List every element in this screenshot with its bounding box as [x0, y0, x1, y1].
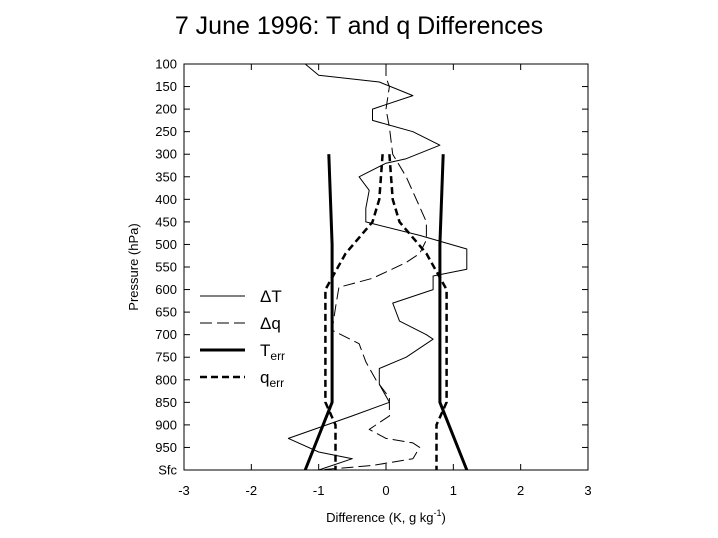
y-tick-label: 850 [155, 395, 177, 410]
y-tick-label: 300 [155, 147, 177, 162]
y-tick-label: 600 [155, 282, 177, 297]
x-tick-label: -1 [313, 483, 325, 498]
x-axis-label: Difference (K, g kg-1) [326, 508, 446, 525]
series-line-0 [287, 63, 468, 471]
chart-title: 7 June 1996: T and q Differences [174, 12, 544, 40]
series-line-3-mirror [388, 154, 448, 470]
y-tick-label: 650 [155, 305, 177, 320]
y-tick-label: 200 [155, 102, 177, 117]
legend-label: qerr [260, 368, 284, 390]
y-tick-label: 450 [155, 214, 177, 229]
series-line-2-mirror [438, 154, 469, 471]
x-axis-label-sup: -1 [434, 508, 442, 518]
y-tick-label: 100 [155, 57, 177, 72]
x-tick-label: 3 [584, 483, 591, 498]
y-tick-label: 500 [155, 237, 177, 252]
y-tick-label: 900 [155, 417, 177, 432]
legend-label: Terr [260, 341, 285, 363]
x-tick-label: 1 [450, 483, 457, 498]
series-line-2 [303, 154, 334, 471]
y-tick-label: 550 [155, 260, 177, 275]
x-tick-label: 2 [517, 483, 524, 498]
y-tick-label: 400 [155, 192, 177, 207]
y-tick-label: 150 [155, 79, 177, 94]
y-tick-label: 350 [155, 169, 177, 184]
series-line-3 [324, 154, 384, 470]
x-axis-label-end: ) [442, 510, 446, 525]
y-tick-label: Sfc [158, 463, 177, 478]
legend-label: Δq [260, 314, 281, 333]
y-tick-label: 800 [155, 372, 177, 387]
series-layer [287, 63, 469, 471]
x-axis-label-main: Difference (K, g kg [326, 510, 433, 525]
y-tick-label: 950 [155, 440, 177, 455]
x-tick-label: -2 [246, 483, 258, 498]
tick-layer: -3 -2 -1 0 1 2 3 100 150 200 250 300 350 400 450 500 550… [155, 57, 591, 499]
legend: ΔT Δq Terr qerr [200, 287, 285, 390]
series-line-1 [318, 64, 427, 471]
y-tick-label: 250 [155, 124, 177, 139]
legend-label: ΔT [260, 287, 282, 306]
y-axis-label: Pressure (hPa) [126, 223, 141, 310]
y-tick-label: 700 [155, 327, 177, 342]
plot-frame [183, 63, 589, 471]
x-tick-label: -3 [178, 483, 190, 498]
y-tick-label: 750 [155, 350, 177, 365]
x-tick-label: 0 [382, 483, 389, 498]
